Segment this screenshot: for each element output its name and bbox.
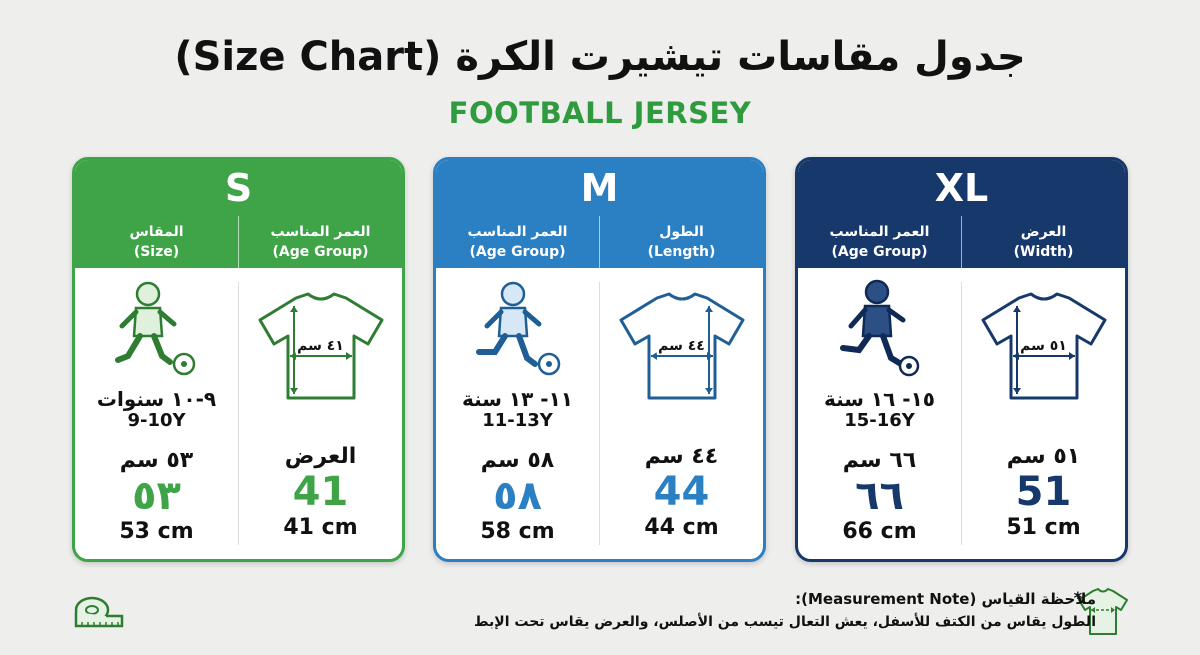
measure-big: ٦٦ [855,473,904,519]
note-title: ملاحظة القياس (Measurement Note): [795,590,1096,608]
age-en: 9-10Y [127,409,186,431]
column-header-ar: العمر المناسب [829,224,930,240]
size-label: XL [934,166,989,210]
jersey-measure-icon: ٤٤ سم [612,290,752,402]
column-header-ar: الطول [659,224,704,240]
size-card-header: XL [798,160,1125,216]
column-header-left: المقاس (Size) [75,216,239,268]
measure-ar: العرض [284,444,357,469]
measure-en: 66 cm [842,519,917,544]
age-ar: ١١- ١٣ سنة [461,386,574,411]
size-card-body: ٩-١٠ سنوات 9-10Y ٥٣ سم ٥٣ 53 cm ٤١ سم ال… [75,268,402,559]
column-header-right: العرض (Width) [962,216,1125,268]
measure-en: 53 cm [119,519,194,544]
age-ar: ٩-١٠ سنوات [96,386,217,411]
age-en: 15-16Y [844,409,915,431]
measurement-column: ٤١ سم العرض 41 41 cm [239,268,402,559]
measure-ar: ٥٨ سم [480,448,555,473]
size-card-m: M العمر المناسب (Age Group) الطول (Lengt… [433,157,766,562]
page-subtitle: FOOTBALL JERSEY [448,96,752,130]
column-header-left: العمر المناسب (Age Group) [436,216,600,268]
size-card-columns: العمر المناسب (Age Group) الطول (Length) [436,216,763,268]
size-card-header: M [436,160,763,216]
column-header-en: (Size) [133,244,180,260]
column-header-left: العمر المناسب (Age Group) [798,216,962,268]
measure-en: 58 cm [480,519,555,544]
size-card-columns: العمر المناسب (Age Group) العرض (Width) [798,216,1125,268]
shirt-measure-label: ٤١ سم [295,338,346,354]
size-label: M [580,166,619,210]
shirt-measure-label: ٥١ سم [1018,338,1069,354]
size-card-body: ١٥- ١٦ سنة 15-16Y ٦٦ سم ٦٦ 66 cm ٥١ سم ٥… [798,268,1125,559]
measure-big: 41 [292,469,349,515]
age-column: ١٥- ١٦ سنة 15-16Y ٦٦ سم ٦٦ 66 cm [798,279,962,545]
size-card-header: S [75,160,402,216]
measurement-column: ٤٤ سم ٤٤ سم 44 44 cm [600,268,763,559]
age-ar: ١٥- ١٦ سنة [823,386,936,411]
measurement-column: ٥١ سم ٥١ سم 51 51 cm [962,268,1125,559]
column-header-en: (Age Group) [831,244,928,260]
jersey-measure-icon: ٥١ سم [974,290,1114,402]
measure-big: ٥٨ [493,473,542,519]
note-text: الطول يقاس من الكتف للأسفل، يعش التعال ت… [474,614,1096,630]
column-header-right: العمر المناسب (Age Group) [239,216,402,268]
column-header-ar: العمر المناسب [467,224,568,240]
measure-big: 51 [1015,469,1072,515]
jersey-note-icon [1077,588,1129,640]
measure-en: 51 cm [1006,515,1081,540]
page-title: جدول مقاسات تيشيرت الكرة (Size Chart) [174,34,1026,80]
column-header-en: (Age Group) [272,244,369,260]
size-label: S [224,166,253,210]
measure-big: 44 [653,469,710,515]
note-star: * [1073,588,1082,607]
age-en: 11-13Y [482,409,553,431]
football-player-icon [448,276,588,384]
measure-ar: ٥١ سم [1006,444,1081,469]
measure-ar: ٦٦ سم [842,448,917,473]
measure-ar: ٤٤ سم [644,444,719,469]
size-card-xl: XL العمر المناسب (Age Group) العرض (Widt… [795,157,1128,562]
football-player-icon [810,276,950,384]
size-card-columns: المقاس (Size) العمر المناسب (Age Group) [75,216,402,268]
column-header-ar: المقاس [129,224,184,240]
age-column: ١١- ١٣ سنة 11-13Y ٥٨ سم ٥٨ 58 cm [436,281,600,545]
column-header-en: (Width) [1013,244,1074,260]
measure-ar: ٥٣ سم [119,448,194,473]
measure-en: 41 cm [283,515,358,540]
measure-big: ٥٣ [132,473,181,519]
size-card-s: S المقاس (Size) العمر المناسب (Age Group… [72,157,405,562]
age-column: ٩-١٠ سنوات 9-10Y ٥٣ سم ٥٣ 53 cm [75,281,239,545]
measure-en: 44 cm [644,515,719,540]
measuring-tape-icon [72,594,126,638]
column-header-right: الطول (Length) [600,216,763,268]
football-player-icon [87,276,227,384]
column-header-ar: العرض [1020,224,1067,240]
column-header-ar: العمر المناسب [270,224,371,240]
size-card-body: ١١- ١٣ سنة 11-13Y ٥٨ سم ٥٨ 58 cm ٤٤ سم ٤… [436,268,763,559]
jersey-measure-icon: ٤١ سم [251,290,391,402]
column-header-en: (Age Group) [469,244,566,260]
shirt-measure-label: ٤٤ سم [656,338,707,354]
column-header-en: (Length) [647,244,716,260]
